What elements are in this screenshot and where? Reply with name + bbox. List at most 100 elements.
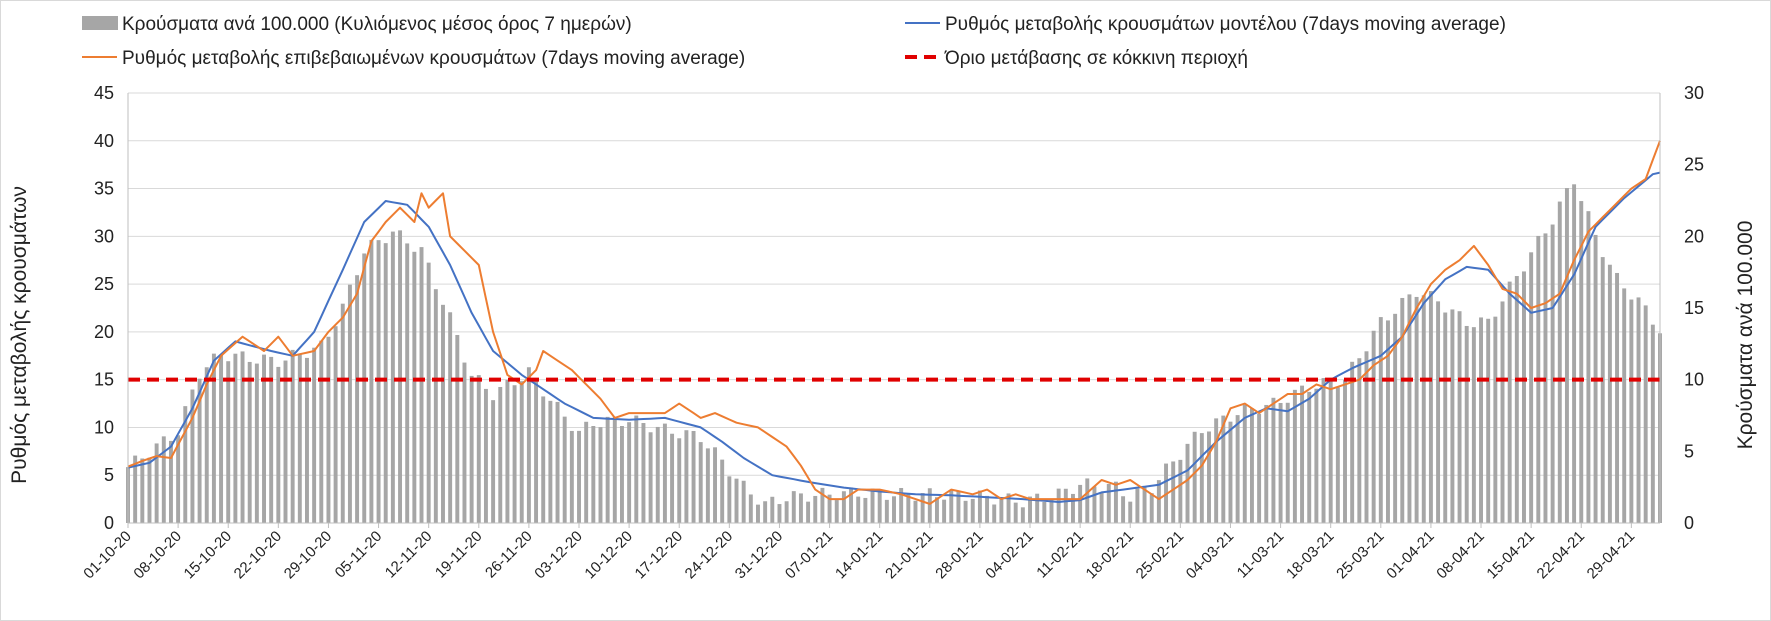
case-bar (1063, 488, 1068, 523)
case-bar (1113, 481, 1118, 523)
case-bar (1493, 316, 1498, 523)
case-bar (1564, 188, 1569, 523)
case-bar (841, 491, 846, 523)
case-bar (1371, 330, 1376, 523)
case-bar (505, 379, 510, 523)
case-bar (462, 362, 467, 523)
case-bar (1457, 311, 1462, 523)
case-bar (627, 422, 632, 523)
right-tick-label: 20 (1684, 226, 1704, 246)
case-bar (1178, 459, 1183, 523)
case-bar (233, 353, 238, 523)
case-bar (204, 367, 209, 523)
case-bar (419, 247, 424, 523)
case-bar (1292, 389, 1297, 523)
case-bar (297, 353, 302, 523)
case-bar (763, 501, 768, 523)
case-bar (405, 243, 410, 523)
legend-swatch-cases-bar (82, 16, 118, 30)
case-bar (469, 375, 474, 523)
case-bar (1328, 380, 1333, 523)
case-bar (426, 262, 431, 523)
case-bar (920, 493, 925, 523)
case-bar (741, 480, 746, 523)
case-bar (1579, 201, 1584, 523)
case-bar (190, 389, 195, 523)
case-bar (412, 251, 417, 523)
case-bar (648, 432, 653, 523)
case-bar (956, 490, 961, 523)
case-bar (1407, 294, 1412, 523)
case-bar (705, 448, 710, 523)
case-bar (999, 498, 1004, 523)
case-bar (1321, 378, 1326, 523)
case-bar (863, 497, 868, 523)
case-bar (1522, 271, 1526, 523)
legend-label-confirmed: Ρυθμός μεταβολής επιβεβαιωμένων κρουσμάτ… (122, 48, 745, 69)
case-bar (455, 334, 460, 523)
case-bar (1650, 324, 1655, 523)
case-bar (176, 435, 181, 523)
case-bar (1636, 297, 1641, 523)
case-bar (834, 500, 839, 523)
case-bar (1042, 501, 1047, 523)
case-bar (355, 275, 360, 523)
case-bar (734, 478, 739, 523)
case-bar (1600, 257, 1605, 523)
right-tick-label: 0 (1684, 513, 1694, 533)
case-bar (168, 440, 173, 523)
case-bar (1006, 493, 1011, 523)
case-bar (276, 366, 281, 523)
case-bar (362, 253, 367, 523)
case-bar (1020, 507, 1025, 523)
left-tick-label: 5 (104, 465, 114, 485)
case-bar (1056, 488, 1061, 523)
case-bar (1615, 272, 1620, 523)
case-bar (1385, 320, 1390, 523)
case-bar (254, 363, 259, 523)
case-bar (1335, 387, 1340, 523)
case-bar (441, 304, 445, 523)
case-bar (748, 494, 753, 523)
right-axis-title: Κρούσματα ανά 100.000 (1734, 221, 1757, 450)
case-bar (1307, 391, 1312, 523)
case-bar (305, 357, 309, 523)
case-bar (784, 501, 789, 523)
case-bar (1393, 313, 1398, 523)
case-bar (1071, 493, 1075, 523)
case-bar (312, 347, 317, 523)
case-bar (569, 430, 574, 523)
case-bar (985, 495, 990, 523)
case-bar (1622, 288, 1627, 523)
case-bar (791, 491, 796, 523)
case-bar (798, 493, 803, 523)
case-bar (562, 416, 567, 523)
case-bar (619, 426, 624, 523)
case-bar (1300, 385, 1305, 523)
case-bar (1171, 461, 1176, 523)
case-bar (512, 385, 517, 523)
case-bar (240, 351, 245, 523)
case-bar (1400, 297, 1405, 523)
case-bar (1257, 413, 1262, 523)
legend-label-cases: Κρούσματα ανά 100.000 (Κυλιόμενος μέσος … (122, 14, 632, 35)
case-bar (526, 367, 531, 523)
case-bar (398, 230, 403, 523)
case-bar (1529, 252, 1534, 523)
case-bar (906, 493, 911, 523)
case-bar (347, 284, 352, 523)
case-bar (1479, 317, 1483, 523)
case-bar (1643, 305, 1648, 523)
case-bar (1142, 487, 1147, 523)
case-bar (541, 396, 546, 523)
case-bar (147, 457, 152, 523)
case-bar (333, 326, 338, 523)
case-bar (1629, 299, 1634, 523)
case-bar (1185, 443, 1190, 523)
case-bar (1085, 478, 1090, 523)
left-tick-label: 15 (94, 370, 114, 390)
case-bar (555, 401, 560, 523)
case-bar (519, 381, 524, 523)
case-bar (369, 239, 374, 523)
case-bar (498, 386, 503, 523)
